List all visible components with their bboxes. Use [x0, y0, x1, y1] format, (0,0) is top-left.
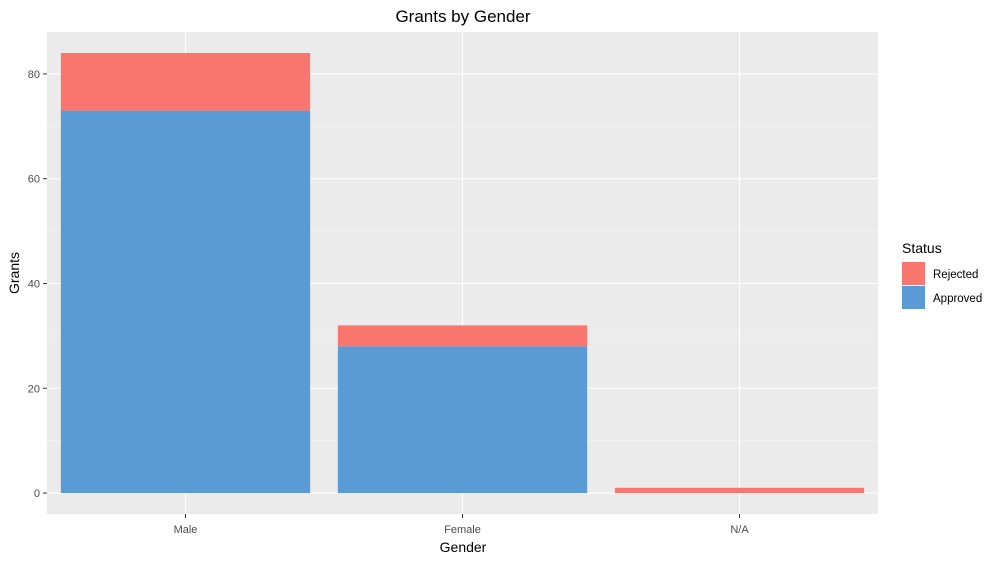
y-tick-label: 80	[28, 69, 40, 81]
y-tick-label: 40	[28, 278, 40, 290]
bar-rejected-female	[337, 325, 588, 347]
bar-approved-female	[337, 346, 588, 494]
legend-swatch-rejected	[902, 262, 925, 285]
y-tick-label: 20	[28, 383, 40, 395]
x-axis: Male Female N/A	[174, 514, 749, 536]
y-tick-label: 0	[34, 488, 40, 500]
bar-approved-male	[60, 110, 311, 494]
x-tick-label: N/A	[730, 524, 749, 536]
x-tick-label: Male	[174, 524, 198, 536]
legend: Status Rejected Approved	[902, 240, 982, 309]
chart-title: Grants by Gender	[395, 7, 530, 26]
legend-label-approved: Approved	[933, 293, 982, 305]
y-tick-label: 60	[28, 174, 40, 186]
x-axis-title: Gender	[440, 539, 487, 555]
legend-label-rejected: Rejected	[933, 269, 978, 281]
bar-rejected-na	[614, 487, 865, 494]
bars	[60, 52, 865, 494]
x-tick-label: Female	[444, 524, 481, 536]
y-axis-title: Grants	[6, 252, 22, 294]
legend-title: Status	[902, 240, 942, 256]
legend-swatch-approved	[902, 286, 925, 309]
bar-rejected-male	[60, 52, 311, 111]
y-axis: 0 20 40 60 80	[28, 69, 47, 500]
